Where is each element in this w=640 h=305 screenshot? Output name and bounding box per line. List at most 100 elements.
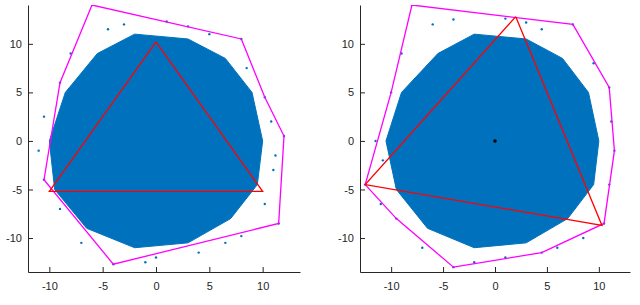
tick-mark bbox=[28, 44, 33, 45]
polygon-line bbox=[365, 17, 602, 226]
point bbox=[493, 139, 497, 143]
tick: -5 bbox=[439, 267, 449, 292]
x-axis: -10 -5 0 5 10 bbox=[361, 267, 631, 292]
tick-mark bbox=[360, 189, 365, 190]
tick-label: 0 bbox=[153, 280, 159, 292]
tick: 5 bbox=[544, 267, 550, 292]
plot-area bbox=[364, 5, 616, 268]
tick-mark bbox=[443, 267, 444, 272]
point bbox=[43, 115, 45, 117]
axis-line bbox=[28, 6, 29, 273]
tick-label: 0 bbox=[348, 135, 354, 147]
tick-label: -5 bbox=[344, 183, 354, 195]
point bbox=[80, 242, 82, 244]
tick-mark bbox=[360, 238, 365, 239]
point bbox=[452, 18, 454, 20]
point bbox=[582, 237, 584, 239]
tick: -10 bbox=[6, 232, 33, 244]
point bbox=[374, 140, 376, 142]
y-axis: -10 -5 0 5 10 bbox=[6, 6, 33, 273]
x-axis: -10 -5 0 5 10 bbox=[29, 267, 301, 292]
tick: 0 bbox=[492, 267, 498, 292]
tick-label: 5 bbox=[348, 86, 354, 98]
point bbox=[240, 235, 242, 237]
panel: -10 -5 0 5 10 -10 -5 0 5 10 bbox=[338, 4, 630, 292]
tick: 5 bbox=[16, 86, 33, 98]
point bbox=[431, 23, 433, 25]
point bbox=[382, 159, 384, 161]
point bbox=[107, 28, 109, 30]
tick-mark bbox=[360, 92, 365, 93]
tick-label: -10 bbox=[338, 232, 354, 244]
tick: -5 bbox=[98, 267, 108, 292]
tick-mark bbox=[156, 267, 157, 272]
tick-label: -10 bbox=[384, 280, 400, 292]
point bbox=[274, 154, 276, 156]
point bbox=[59, 208, 61, 210]
tick-mark bbox=[209, 267, 210, 272]
figure: -10 -5 0 5 10 -10 -5 0 5 10 -10 -5 0 5 10 -10 -5 0 5 10 bbox=[0, 0, 640, 305]
tick: -5 bbox=[344, 183, 365, 195]
tick: 0 bbox=[153, 267, 159, 292]
tick: 10 bbox=[10, 38, 33, 50]
axis-line bbox=[361, 272, 631, 273]
tick-mark bbox=[103, 267, 104, 272]
tick-label: 0 bbox=[492, 280, 498, 292]
tick: 5 bbox=[207, 267, 213, 292]
point bbox=[541, 28, 543, 30]
point bbox=[197, 251, 199, 253]
tick: 5 bbox=[348, 86, 365, 98]
axis-line bbox=[29, 272, 301, 273]
tick-mark bbox=[28, 92, 33, 93]
point bbox=[556, 247, 558, 249]
tick: -10 bbox=[338, 232, 365, 244]
tick-label: 5 bbox=[207, 280, 213, 292]
point bbox=[264, 203, 266, 205]
point bbox=[208, 33, 210, 35]
tick: 0 bbox=[16, 135, 33, 147]
panel: -10 -5 0 5 10 -10 -5 0 5 10 bbox=[6, 4, 300, 292]
tick: 10 bbox=[342, 38, 365, 50]
tick-mark bbox=[28, 189, 33, 190]
tick-label: -5 bbox=[98, 280, 108, 292]
tick-label: 10 bbox=[593, 280, 605, 292]
tick-label: 10 bbox=[342, 38, 354, 50]
point bbox=[144, 261, 146, 263]
tick-label: -10 bbox=[6, 232, 22, 244]
tick-mark bbox=[263, 267, 264, 272]
point bbox=[272, 169, 274, 171]
axis-line bbox=[360, 6, 361, 273]
point bbox=[525, 21, 527, 23]
tick: 10 bbox=[593, 267, 605, 292]
point bbox=[37, 149, 39, 151]
tick-mark bbox=[360, 141, 365, 142]
tick-mark bbox=[391, 267, 392, 272]
tick-mark bbox=[28, 141, 33, 142]
point bbox=[245, 67, 247, 69]
polygon-line bbox=[49, 42, 262, 192]
tick-label: -10 bbox=[42, 280, 58, 292]
tick: -10 bbox=[42, 267, 58, 292]
tick-mark bbox=[49, 267, 50, 272]
tick: 10 bbox=[257, 267, 269, 292]
tick-label: 5 bbox=[544, 280, 550, 292]
point bbox=[504, 17, 506, 19]
tick: -5 bbox=[12, 183, 33, 195]
tick-label: 5 bbox=[16, 86, 22, 98]
point bbox=[270, 120, 272, 122]
polygon-line bbox=[365, 5, 614, 267]
polygon-line bbox=[44, 5, 284, 264]
tick-mark bbox=[360, 44, 365, 45]
point-cloud bbox=[49, 34, 262, 248]
tick-label: 10 bbox=[10, 38, 22, 50]
point bbox=[155, 256, 157, 258]
y-axis: -10 -5 0 5 10 bbox=[338, 6, 365, 273]
tick: 0 bbox=[348, 135, 365, 147]
tick-label: -5 bbox=[12, 183, 22, 195]
point bbox=[224, 242, 226, 244]
tick: -10 bbox=[384, 267, 400, 292]
tick-label: -5 bbox=[439, 280, 449, 292]
tick-label: 10 bbox=[257, 280, 269, 292]
point bbox=[421, 247, 423, 249]
tick-mark bbox=[28, 238, 33, 239]
